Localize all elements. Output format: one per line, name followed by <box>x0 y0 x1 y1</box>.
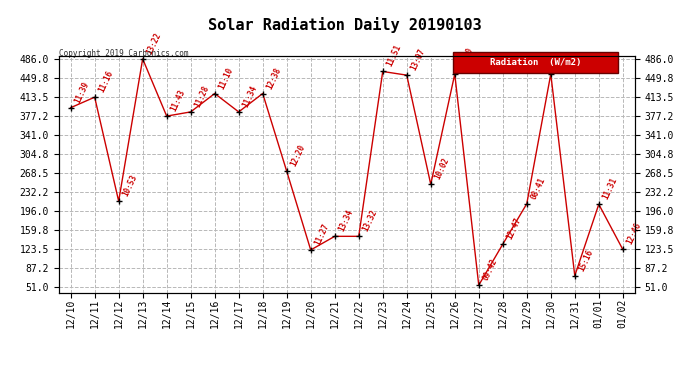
Text: 13:07: 13:07 <box>408 47 426 72</box>
Text: 13:32: 13:32 <box>361 209 379 233</box>
Text: 10:53: 10:53 <box>121 173 139 198</box>
Text: 11:10: 11:10 <box>217 66 235 90</box>
Text: 08:41: 08:41 <box>529 176 546 201</box>
Text: Copyright 2019 Carbonics.com: Copyright 2019 Carbonics.com <box>59 49 188 58</box>
Text: 11:28: 11:28 <box>193 84 210 109</box>
Text: 12:46: 12:46 <box>624 222 642 246</box>
Text: 11:43: 11:43 <box>168 88 186 113</box>
FancyBboxPatch shape <box>453 51 618 73</box>
Text: Solar Radiation Daily 20190103: Solar Radiation Daily 20190103 <box>208 17 482 33</box>
Text: 11:27: 11:27 <box>313 222 331 247</box>
Text: 15:16: 15:16 <box>577 248 595 273</box>
Text: 09:42: 09:42 <box>481 257 499 282</box>
Text: 11:16: 11:16 <box>97 69 115 94</box>
Text: 11:31: 11:31 <box>601 176 619 201</box>
Text: 11:34: 11:34 <box>241 84 259 109</box>
Text: 11:51: 11:51 <box>384 44 402 68</box>
Text: 12:20: 12:20 <box>288 143 306 168</box>
Text: Radiation  (W/m2): Radiation (W/m2) <box>490 58 581 67</box>
Text: 12:5: 12:5 <box>553 50 569 71</box>
Text: 11:39: 11:39 <box>72 80 90 105</box>
Text: 12:47: 12:47 <box>504 216 522 241</box>
Text: 13:34: 13:34 <box>337 209 355 233</box>
Text: 10:02: 10:02 <box>433 156 451 181</box>
Text: 11:40: 11:40 <box>457 46 475 71</box>
Text: 13:22: 13:22 <box>145 31 163 56</box>
Text: 12:38: 12:38 <box>265 66 282 90</box>
